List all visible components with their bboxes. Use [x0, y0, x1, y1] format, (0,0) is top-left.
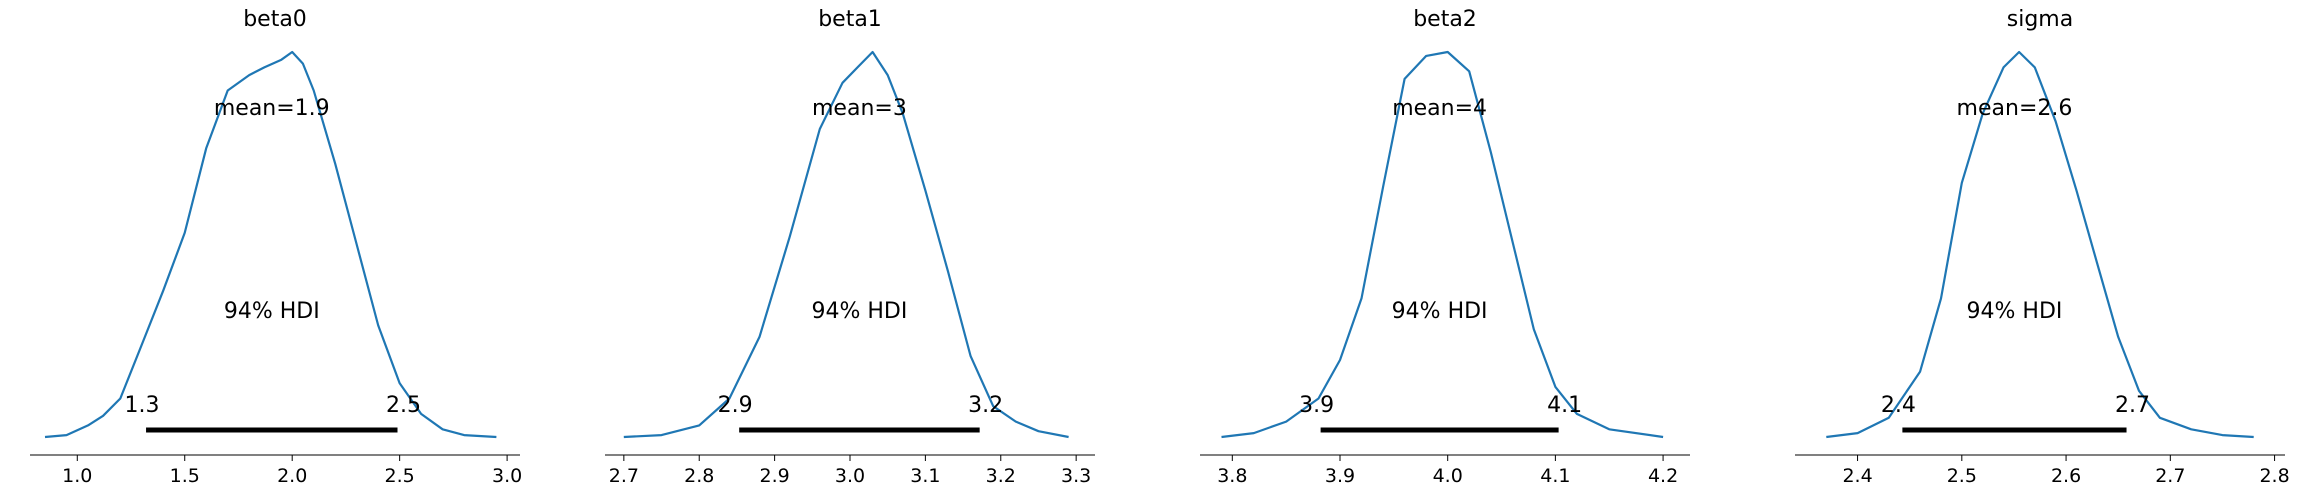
hdi-label: 94% HDI — [224, 299, 320, 324]
hdi-low-label: 2.9 — [718, 393, 753, 418]
density-curve — [1826, 50, 2254, 439]
density-curve — [44, 50, 497, 439]
x-tick-label: 4.0 — [1433, 465, 1463, 487]
x-tick-label: 3.0 — [492, 465, 522, 487]
x-tick-label: 4.2 — [1648, 465, 1678, 487]
x-tick-label: 3.1 — [910, 465, 940, 487]
x-tick-label: 2.7 — [2155, 465, 2185, 487]
x-tick-label: 2.6 — [2051, 465, 2081, 487]
x-tick-label: 2.5 — [385, 465, 415, 487]
panel-title: beta1 — [818, 7, 882, 32]
x-tick-label: 3.9 — [1325, 465, 1355, 487]
density-curve — [1221, 50, 1664, 439]
hdi-high-label: 3.2 — [968, 393, 1003, 418]
hdi-label: 94% HDI — [811, 299, 907, 324]
density-curve — [623, 50, 1069, 439]
x-tick-label: 3.0 — [835, 465, 865, 487]
panel-beta1: beta1 mean=3 94% HDI 2.9 3.2 2.7 2.8 2.9 3.0 3.1 3… — [605, 7, 1095, 487]
hdi-high-label: 2.5 — [386, 393, 421, 418]
panel-title: beta2 — [1413, 7, 1477, 32]
x-tick-label: 2.5 — [1947, 465, 1977, 487]
mean-label: mean=3 — [812, 96, 907, 121]
panel-beta0: beta0 mean=1.9 94% HDI 1.3 2.5 1.0 1.5 2.0 2.5 3.… — [30, 7, 522, 487]
hdi-low-label: 3.9 — [1299, 393, 1334, 418]
x-tick-label: 1.0 — [62, 465, 92, 487]
hdi-label: 94% HDI — [1967, 299, 2063, 324]
hdi-high-label: 2.7 — [2115, 393, 2150, 418]
x-tick-label: 1.5 — [170, 465, 200, 487]
x-tick-label: 3.3 — [1061, 465, 1091, 487]
hdi-label: 94% HDI — [1392, 299, 1488, 324]
mean-label: mean=1.9 — [214, 96, 330, 121]
x-tick-label: 2.0 — [277, 465, 307, 487]
x-tick-label: 2.4 — [1842, 465, 1872, 487]
x-tick-label: 2.8 — [684, 465, 714, 487]
x-tick-label: 3.2 — [986, 465, 1016, 487]
x-tick-label: 2.8 — [2259, 465, 2289, 487]
x-tick-label: 4.1 — [1540, 465, 1570, 487]
panel-sigma: sigma mean=2.6 94% HDI 2.4 2.7 2.4 2.5 2.6 2.7 2.… — [1795, 7, 2290, 487]
hdi-low-label: 2.4 — [1881, 393, 1916, 418]
mean-label: mean=2.6 — [1957, 96, 2073, 121]
panel-title: beta0 — [243, 7, 307, 32]
x-tick-label: 2.7 — [609, 465, 639, 487]
x-tick-label: 3.8 — [1217, 465, 1247, 487]
mean-label: mean=4 — [1392, 96, 1487, 121]
hdi-high-label: 4.1 — [1547, 393, 1582, 418]
hdi-low-label: 1.3 — [125, 393, 160, 418]
panel-beta2: beta2 mean=4 94% HDI 3.9 4.1 3.8 3.9 4.0 4.1 4.2 — [1200, 7, 1690, 487]
x-tick-label: 2.9 — [760, 465, 790, 487]
panel-title: sigma — [2007, 7, 2073, 32]
